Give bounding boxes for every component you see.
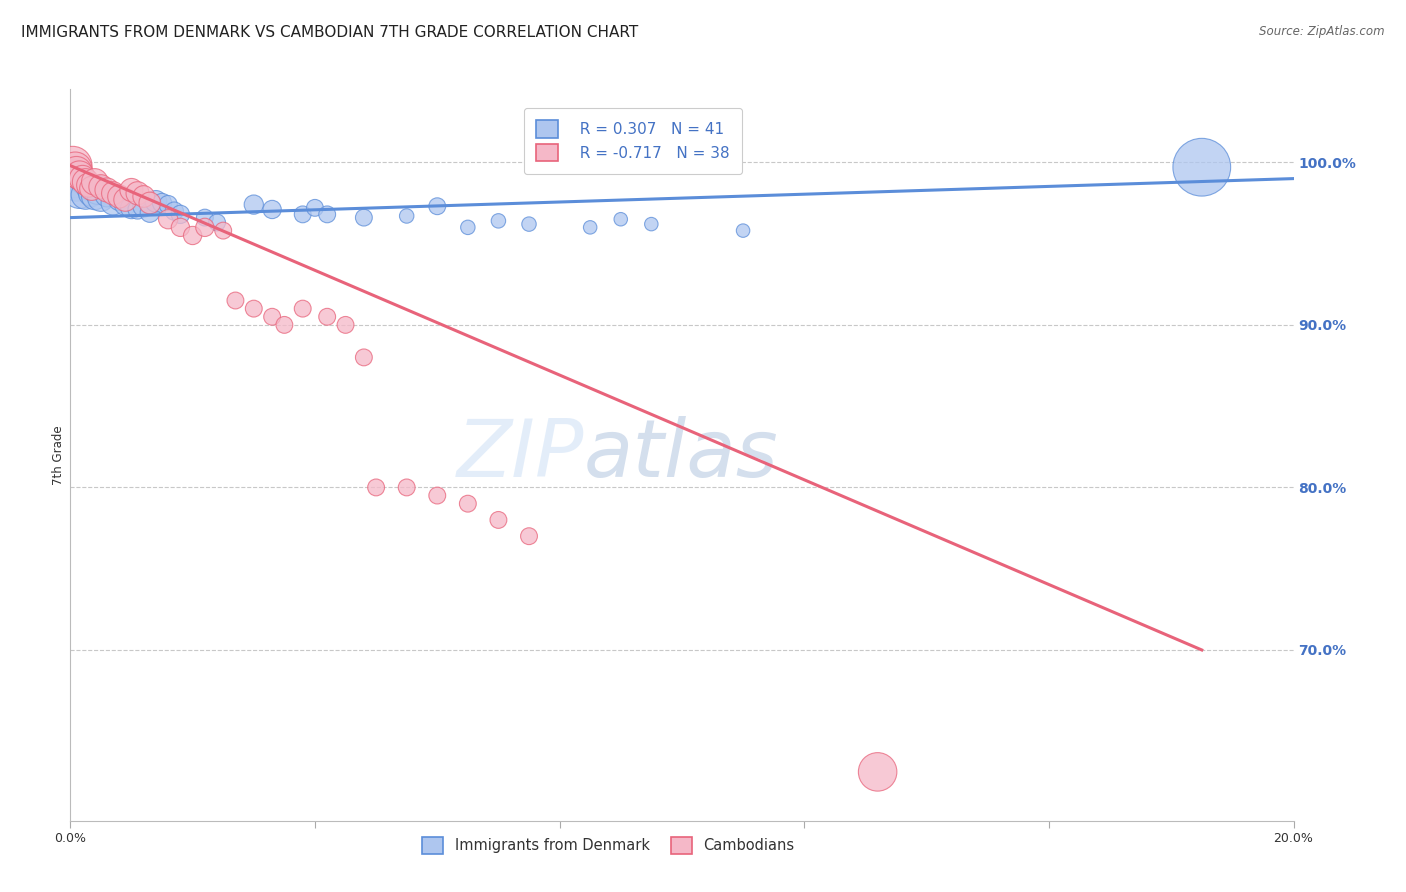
Point — [169, 220, 191, 235]
Point — [181, 228, 204, 243]
Point — [72, 175, 94, 189]
Point — [579, 220, 602, 235]
Point — [145, 194, 167, 209]
Point — [194, 211, 217, 225]
Point — [1191, 160, 1213, 174]
Point — [108, 189, 131, 203]
Point — [139, 196, 162, 211]
Point — [63, 161, 86, 176]
Point — [366, 480, 388, 494]
Text: ZIP: ZIP — [457, 416, 583, 494]
Point — [353, 211, 375, 225]
Point — [90, 191, 112, 205]
Point — [194, 220, 217, 235]
Point — [205, 215, 228, 229]
Point — [132, 199, 155, 213]
Point — [72, 171, 94, 186]
Point — [101, 196, 124, 211]
Point — [262, 310, 284, 324]
Point — [243, 197, 266, 211]
Point — [517, 529, 540, 543]
Point — [75, 175, 97, 189]
Point — [457, 497, 479, 511]
Y-axis label: 7th Grade: 7th Grade — [52, 425, 65, 484]
Point — [139, 205, 162, 219]
Point — [65, 165, 87, 179]
Point — [157, 197, 180, 211]
Point — [733, 224, 755, 238]
Point — [127, 186, 149, 201]
Point — [69, 185, 91, 199]
Point — [212, 224, 235, 238]
Point — [121, 201, 143, 215]
Point — [291, 207, 314, 221]
Point — [108, 193, 131, 207]
Point — [224, 293, 246, 308]
Point — [488, 513, 510, 527]
Point — [335, 318, 357, 332]
Text: IMMIGRANTS FROM DENMARK VS CAMBODIAN 7TH GRADE CORRELATION CHART: IMMIGRANTS FROM DENMARK VS CAMBODIAN 7TH… — [21, 25, 638, 40]
Point — [132, 189, 155, 203]
Legend: Immigrants from Denmark, Cambodians: Immigrants from Denmark, Cambodians — [415, 830, 801, 861]
Point — [96, 187, 118, 202]
Point — [96, 183, 118, 197]
Point — [426, 199, 449, 213]
Point — [87, 183, 110, 197]
Point — [426, 489, 449, 503]
Point — [83, 175, 105, 189]
Point — [80, 186, 103, 201]
Point — [62, 171, 84, 186]
Point — [163, 204, 186, 219]
Point — [640, 217, 662, 231]
Point — [395, 209, 418, 223]
Point — [157, 212, 180, 227]
Point — [610, 212, 633, 227]
Point — [395, 480, 418, 494]
Point — [83, 189, 105, 203]
Point — [262, 202, 284, 217]
Point — [316, 207, 339, 221]
Point — [488, 214, 510, 228]
Point — [77, 178, 100, 193]
Point — [291, 301, 314, 316]
Point — [169, 207, 191, 221]
Point — [121, 183, 143, 197]
Text: Source: ZipAtlas.com: Source: ZipAtlas.com — [1260, 25, 1385, 38]
Point — [150, 196, 173, 211]
Point — [353, 351, 375, 365]
Point — [866, 764, 889, 779]
Text: atlas: atlas — [583, 416, 779, 494]
Point — [457, 220, 479, 235]
Point — [304, 201, 326, 215]
Point — [127, 202, 149, 217]
Point — [273, 318, 295, 332]
Point — [75, 187, 97, 202]
Point — [65, 179, 87, 194]
Point — [77, 181, 100, 195]
Point — [90, 179, 112, 194]
Point — [80, 181, 103, 195]
Point — [114, 193, 136, 207]
Point — [316, 310, 339, 324]
Point — [62, 159, 84, 173]
Point — [114, 197, 136, 211]
Point — [517, 217, 540, 231]
Point — [243, 301, 266, 316]
Point — [101, 186, 124, 201]
Point — [69, 169, 91, 183]
